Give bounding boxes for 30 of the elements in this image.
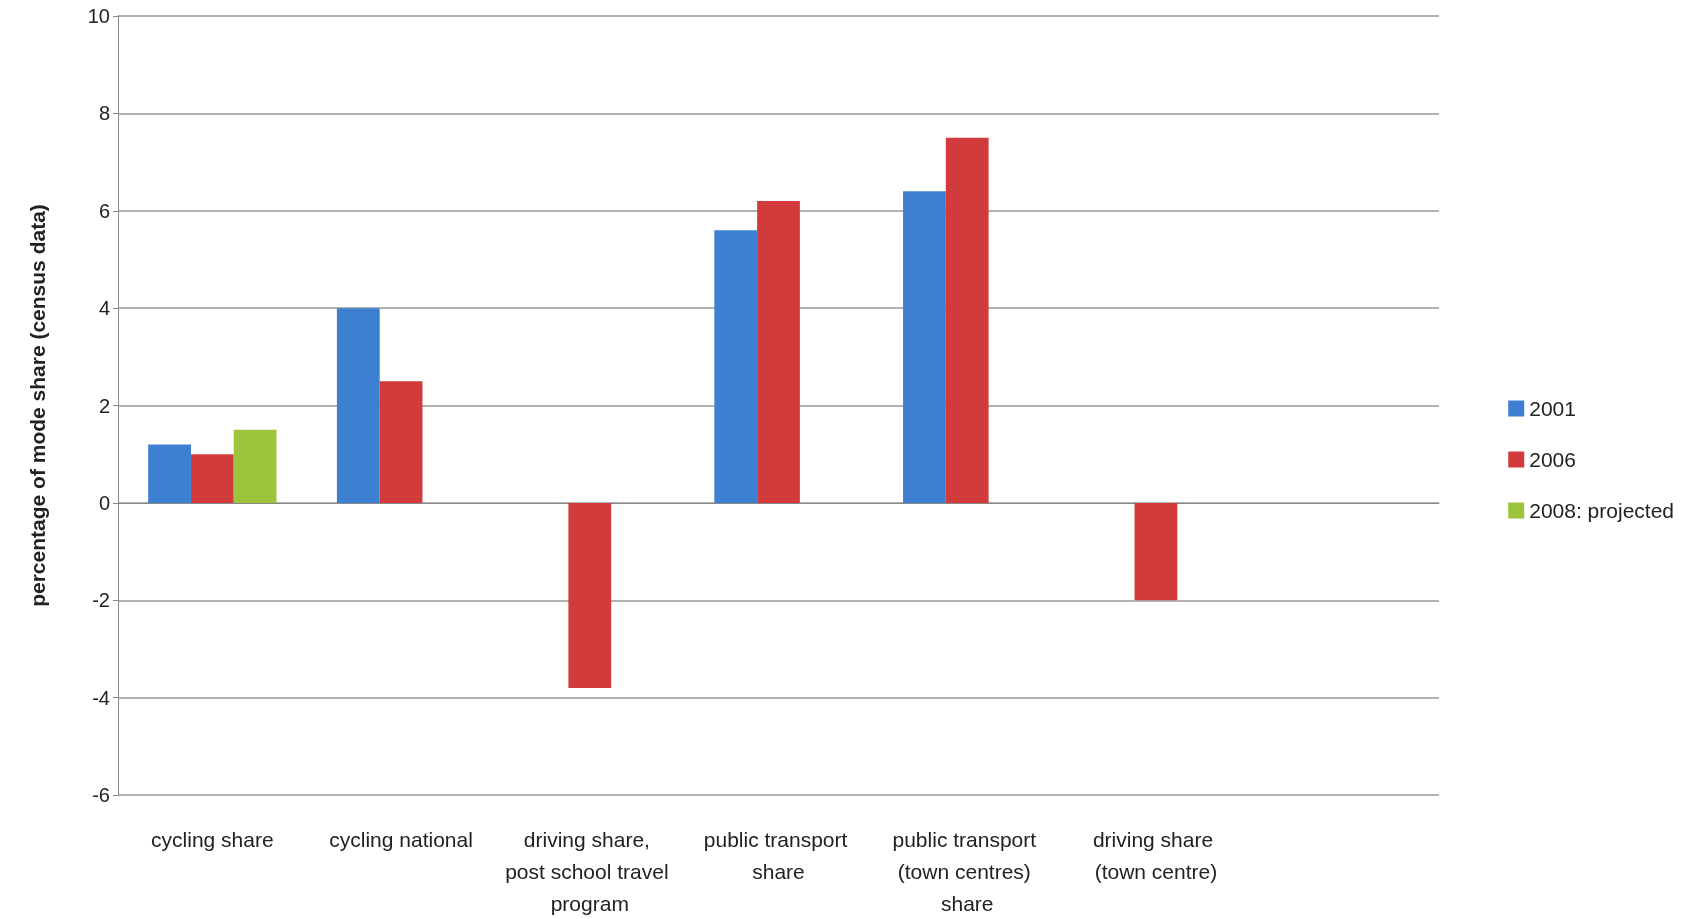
y-tick-label: -4 — [92, 686, 110, 709]
x-tick-label: public transport share — [703, 827, 854, 883]
bar — [945, 137, 989, 503]
bar — [336, 308, 380, 503]
bar — [1134, 502, 1178, 601]
bar — [190, 454, 234, 503]
bar — [757, 201, 800, 503]
legend-label: 2008: projected — [1529, 499, 1675, 522]
x-tick-label: public transport (town centres) share — [892, 827, 1042, 915]
y-tick-label: 10 — [87, 5, 110, 27]
x-tick-label: driving share, post school travel program — [505, 827, 675, 915]
y-axis-title: percentage of mode share (census data) — [26, 204, 49, 607]
bar — [233, 429, 277, 503]
bar — [379, 381, 423, 503]
x-tick-label: driving share (town centre) — [1092, 827, 1219, 883]
bar — [714, 230, 758, 503]
y-tick-label: 4 — [98, 297, 110, 320]
x-tick-label: cycling national — [329, 827, 473, 851]
x-tick-label: cycling share — [151, 827, 274, 851]
y-tick-label: 8 — [98, 102, 110, 125]
legend-label: 2001 — [1529, 397, 1576, 420]
y-tick-label: 2 — [98, 394, 110, 417]
bar — [568, 502, 612, 688]
bar — [903, 191, 946, 503]
legend-label: 2006 — [1529, 448, 1576, 471]
y-tick-label: -6 — [92, 784, 110, 806]
y-tick-label: -2 — [92, 589, 110, 612]
y-tick-label: 0 — [98, 491, 110, 514]
bar — [148, 444, 191, 503]
y-tick-label: 6 — [98, 199, 110, 222]
